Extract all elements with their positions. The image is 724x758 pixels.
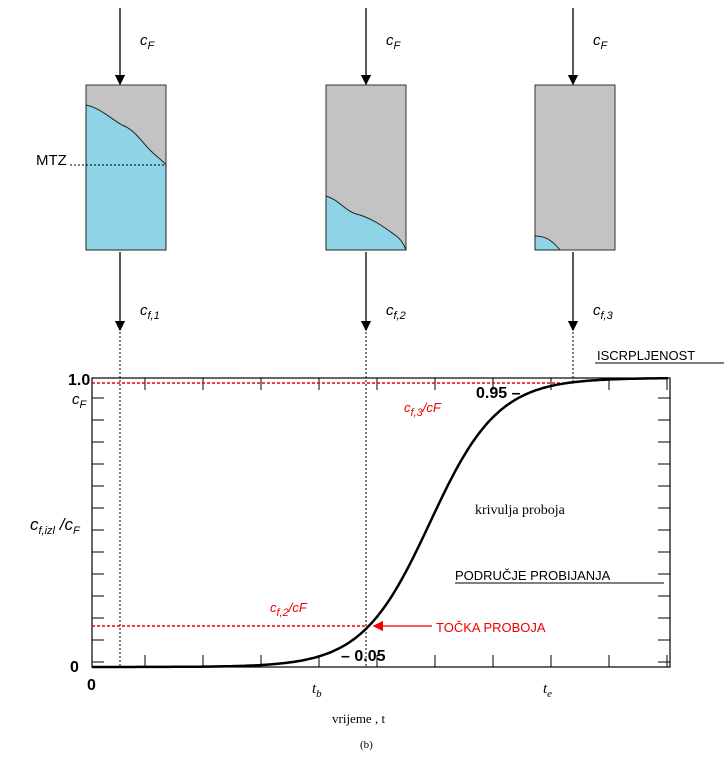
- feed-label-part: c: [386, 32, 394, 49]
- y-top-unit: cF: [72, 391, 88, 411]
- ratio-3-part: c: [404, 400, 411, 415]
- y-top-unit-part: F: [80, 399, 88, 411]
- feed-label-part: c: [140, 32, 148, 49]
- exhaustion-label: ISCRPLJENOST: [597, 348, 695, 363]
- y-axis-label-part: F: [73, 525, 81, 537]
- y-axis-label-part: c: [30, 515, 39, 534]
- outlet-label-part: f,3: [601, 310, 614, 322]
- ratio-2-part: c: [270, 600, 277, 615]
- saturated-zone: [534, 235, 562, 251]
- y-zero-label: 0: [70, 659, 79, 676]
- ratio-3-part: /cF: [422, 400, 442, 415]
- outlet-label-part: f,1: [148, 310, 160, 322]
- saturated-zone: [85, 104, 167, 251]
- curve-label: krivulja proboja: [475, 503, 566, 518]
- outlet-label: cf,2: [386, 302, 406, 322]
- breakthrough-curve: [92, 377, 668, 669]
- x-axis-label: vrijeme , t: [332, 711, 385, 726]
- level-high: 0.95 –: [476, 385, 521, 402]
- outlet-label: cf,3: [593, 302, 614, 322]
- outlet-label-part: c: [386, 302, 394, 319]
- feed-label-part: F: [601, 40, 609, 52]
- caption: (b): [360, 739, 373, 751]
- x-zero-label: 0: [87, 677, 96, 694]
- tb-label-part: b: [316, 688, 322, 700]
- feed-label: cF: [593, 32, 609, 52]
- outlet-label-part: f,2: [394, 310, 406, 322]
- column-3: [534, 84, 616, 251]
- ratio-3-part: f,3: [411, 407, 424, 419]
- y-top-unit-part: c: [72, 391, 80, 408]
- zone-label: PODRUČJE PROBIJANJA: [455, 568, 611, 583]
- feed-label: cF: [386, 32, 402, 52]
- feed-label-part: F: [148, 40, 156, 52]
- feed-label-part: F: [394, 40, 402, 52]
- outlet-label-part: c: [593, 302, 601, 319]
- outlet-label: cf,1: [140, 302, 160, 322]
- feed-label-part: c: [593, 32, 601, 49]
- tb-label: tb: [312, 681, 322, 700]
- y-axis-label-part: /c: [55, 515, 73, 534]
- ratio-2-part: f,2: [277, 607, 289, 619]
- mtz-label: MTZ: [36, 152, 67, 169]
- ratio-2-part: /cF: [288, 600, 308, 615]
- te-label: te: [543, 681, 552, 700]
- y-top-label: 1.0: [68, 372, 90, 389]
- feed-label: cF: [140, 32, 156, 52]
- ratio-2: cf,2/cF: [270, 600, 308, 619]
- y-axis-label: cf,izl /cF: [30, 515, 81, 537]
- te-label-part: t: [543, 681, 548, 697]
- saturated-zone: [325, 195, 407, 251]
- level-low: – 0.05: [341, 648, 386, 665]
- outlet-label-part: c: [140, 302, 148, 319]
- te-label-part: e: [547, 688, 552, 700]
- tb-label-part: t: [312, 681, 317, 697]
- chart: [91, 332, 724, 669]
- ratio-3: cf,3/cF: [404, 400, 442, 419]
- y-axis-label-part: f,izl: [39, 525, 56, 537]
- frame: [91, 377, 671, 668]
- breakpoint-label: TOČKA PROBOJA: [436, 620, 546, 635]
- columns: MTZ: [36, 8, 616, 332]
